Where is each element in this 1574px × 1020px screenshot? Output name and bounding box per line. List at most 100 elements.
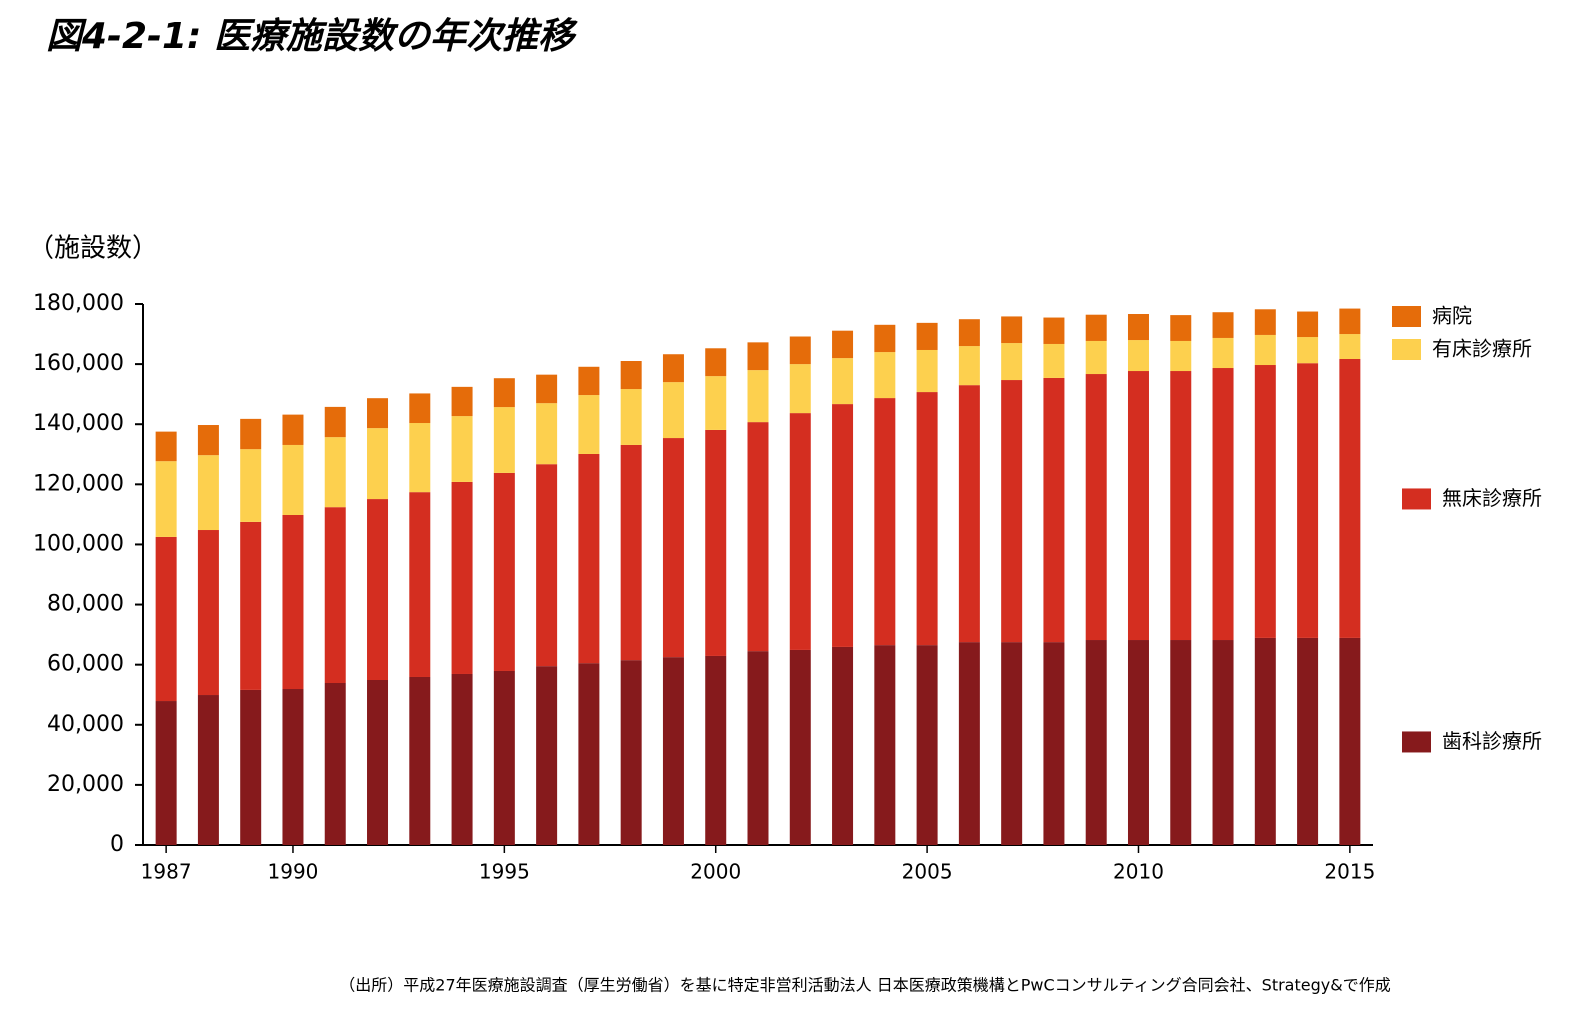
bar-segment — [789, 336, 811, 365]
bar-segment — [324, 507, 346, 684]
bar-segment — [282, 514, 304, 690]
bar-segment — [451, 481, 473, 674]
bar-segment — [493, 407, 515, 473]
bar-segment — [1001, 316, 1023, 344]
bar-segment — [1001, 642, 1023, 845]
x-tick-label: 2000 — [690, 860, 741, 884]
bar-segment — [916, 322, 938, 350]
bar-segment — [409, 423, 431, 493]
bar-segment — [916, 645, 938, 845]
bar-segment — [747, 651, 769, 845]
x-tick-label: 2010 — [1113, 860, 1164, 884]
bar-segment — [916, 392, 938, 646]
bar-segment — [1212, 312, 1234, 338]
bar-segment — [874, 324, 896, 353]
bar-segment — [155, 536, 177, 702]
bar-segment — [832, 404, 854, 647]
bar-segment — [874, 398, 896, 646]
x-tick-label: 2005 — [902, 860, 953, 884]
bar-segment — [1297, 311, 1319, 338]
bar-segment — [1170, 340, 1192, 372]
bar-segment — [409, 492, 431, 677]
bar-segment — [197, 530, 219, 696]
bar-segment — [451, 673, 473, 845]
bar-segment — [367, 428, 389, 500]
y-tick-label: 40,000 — [47, 712, 124, 737]
bar-segment — [789, 364, 811, 414]
bar-segment — [324, 683, 346, 845]
bar-segment — [1339, 637, 1361, 845]
bar-segment — [1170, 371, 1192, 641]
bar-segment — [451, 386, 473, 417]
bar-segment — [536, 374, 558, 404]
legend-swatch — [1392, 306, 1421, 327]
y-tick-label: 100,000 — [33, 531, 124, 556]
bar-segment — [451, 416, 473, 482]
bar-segment — [324, 406, 346, 438]
bar-segment — [282, 689, 304, 845]
bar-segment — [493, 670, 515, 845]
bar-segment — [1254, 309, 1276, 335]
source-note: （出所）平成27年医療施設調査（厚生労働省）を基に特定非営利活動法人 日本医療政… — [339, 976, 1390, 995]
bar-segment — [1127, 640, 1149, 845]
bar-segment — [832, 358, 854, 405]
bar-segment — [1339, 334, 1361, 360]
bar-segment — [367, 398, 389, 429]
bar-segment — [282, 414, 304, 445]
bar-segment — [662, 657, 684, 845]
legend-swatch — [1402, 488, 1431, 510]
y-axis-label: （施設数） — [28, 234, 158, 264]
bar-segment — [367, 679, 389, 845]
bar-segment — [155, 431, 177, 462]
y-tick-label: 20,000 — [47, 772, 124, 797]
bar-segment — [916, 349, 938, 393]
bar-segment — [1001, 343, 1023, 381]
bar-segment — [1297, 363, 1319, 638]
bar-segment — [536, 464, 558, 667]
bar-segment — [1043, 642, 1065, 845]
bar-segment — [958, 385, 980, 643]
bar-segment — [155, 461, 177, 537]
y-tick-label: 160,000 — [33, 351, 124, 376]
y-tick-label: 180,000 — [33, 291, 124, 316]
chart-title: 図4-2-1: 医療施設数の年次推移 — [46, 16, 578, 57]
bar-segment — [747, 422, 769, 652]
bar-segment — [367, 499, 389, 680]
y-tick-label: 0 — [110, 832, 124, 857]
bar-segment — [958, 319, 980, 347]
bar-segment — [1085, 314, 1107, 341]
bar-segment — [1085, 640, 1107, 845]
bar-segment — [1212, 368, 1234, 641]
bar-segment — [197, 425, 219, 456]
bar-segment — [240, 418, 262, 450]
bar-segment — [1339, 359, 1361, 638]
bar-segment — [578, 395, 600, 454]
bar-segment — [705, 348, 727, 377]
bar-segment — [1127, 371, 1149, 641]
bar-segment — [536, 666, 558, 845]
bar-segment — [662, 382, 684, 439]
bar-segment — [409, 393, 431, 424]
bar-segment — [1339, 308, 1361, 335]
bar-segment — [747, 370, 769, 423]
legend-label: 病院 — [1432, 304, 1472, 328]
bar-segment — [874, 352, 896, 399]
bar-segment — [747, 342, 769, 371]
bar-segment — [240, 521, 262, 690]
bar-segment — [620, 389, 642, 445]
bar-segment — [493, 378, 515, 408]
legend-label: 歯科診療所 — [1442, 729, 1542, 753]
legend-swatch — [1392, 339, 1421, 360]
bar-segment — [1043, 377, 1065, 643]
bar-segment — [1297, 337, 1319, 364]
bar-segment — [493, 472, 515, 671]
bar-segment — [1212, 640, 1234, 845]
bar-segment — [958, 642, 980, 845]
bar-segment — [1001, 380, 1023, 643]
bar-segment — [155, 701, 177, 845]
legend-label: 有床診療所 — [1432, 337, 1532, 361]
bar-segment — [240, 689, 262, 845]
x-tick-label: 2015 — [1324, 860, 1375, 884]
